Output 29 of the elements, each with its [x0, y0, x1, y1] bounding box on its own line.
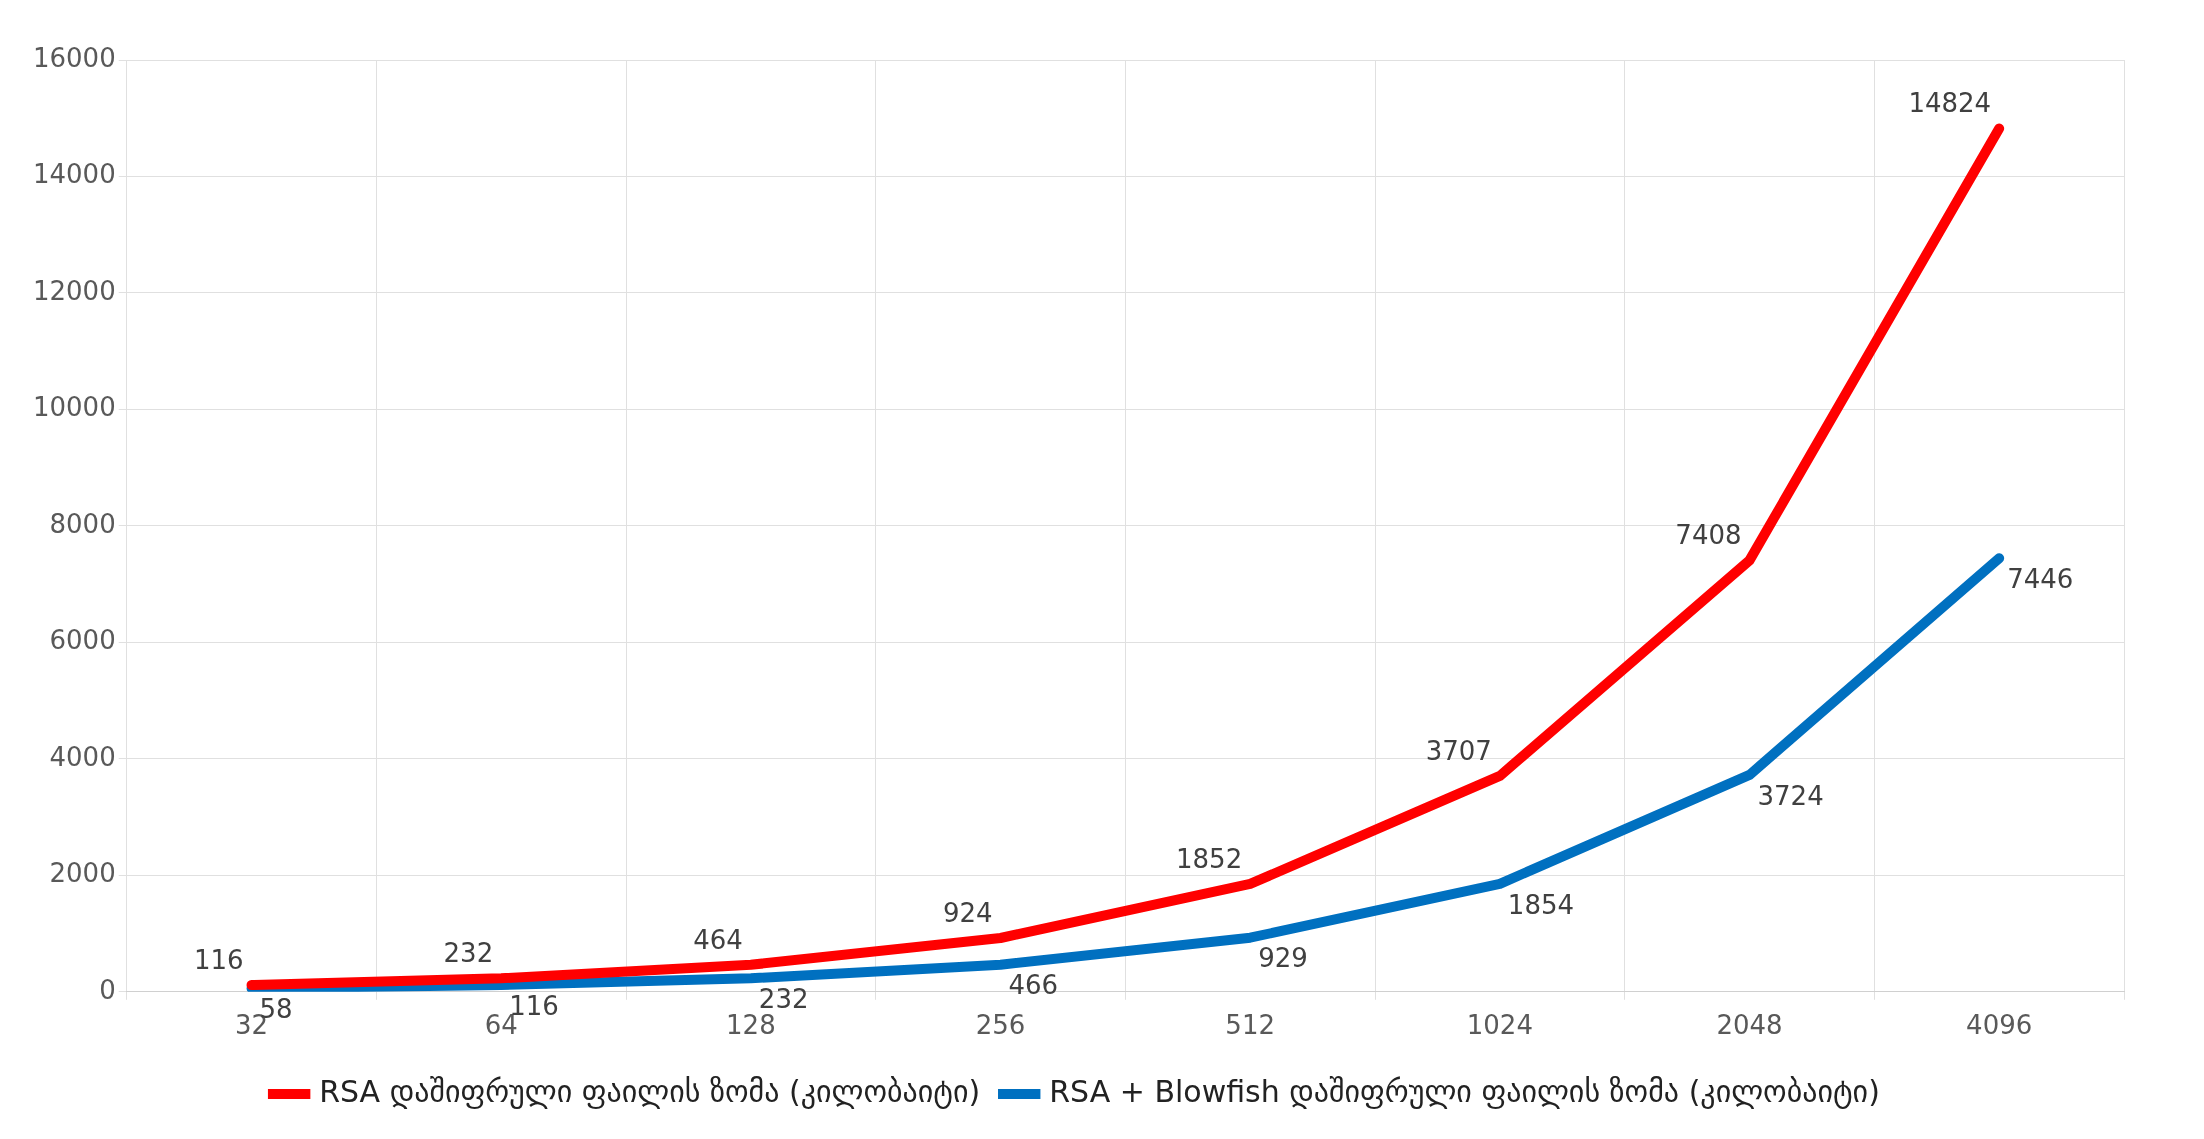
- data-label: 7446: [2007, 563, 2074, 594]
- data-label: 924: [942, 897, 993, 928]
- data-label: 232: [443, 938, 494, 969]
- data-label: 1852: [1176, 843, 1243, 874]
- y-tick-label: 14000: [32, 159, 116, 190]
- data-label: 3707: [1425, 735, 1492, 766]
- y-tick-label: 2000: [49, 858, 116, 889]
- x-tick-label: 256: [975, 1010, 1026, 1041]
- y-tick-label: 10000: [32, 392, 116, 423]
- x-tick-label: 4096: [1966, 1010, 2033, 1041]
- y-tick-label: 0: [99, 974, 116, 1005]
- y-tick-label: 6000: [49, 625, 116, 656]
- y-tick-label: 8000: [49, 508, 116, 539]
- x-tick-label: 2048: [1716, 1010, 1783, 1041]
- y-tick-label: 16000: [32, 42, 116, 73]
- y-tick-label: 4000: [49, 741, 116, 772]
- data-label: 116: [193, 944, 244, 975]
- data-label: 464: [693, 924, 743, 955]
- data-label: 3724: [1757, 780, 1824, 811]
- x-tick-label: 1024: [1466, 1010, 1533, 1041]
- x-tick-label: 512: [1225, 1010, 1276, 1041]
- data-label: 7408: [1675, 520, 1742, 551]
- data-label: 1854: [1507, 889, 1575, 920]
- data-label: 929: [1258, 943, 1308, 974]
- legend-label: RSA + Blowfish დაშიფრული ფაილის ზომა (კილობაიტი): [1049, 1073, 1880, 1109]
- data-label: 14824: [1908, 88, 1992, 119]
- legend-label: RSA დაშიფრული ფაილის ზომა (კილობაიტი): [319, 1073, 981, 1109]
- y-tick-label: 12000: [32, 275, 116, 306]
- data-label: 466: [1008, 970, 1059, 1001]
